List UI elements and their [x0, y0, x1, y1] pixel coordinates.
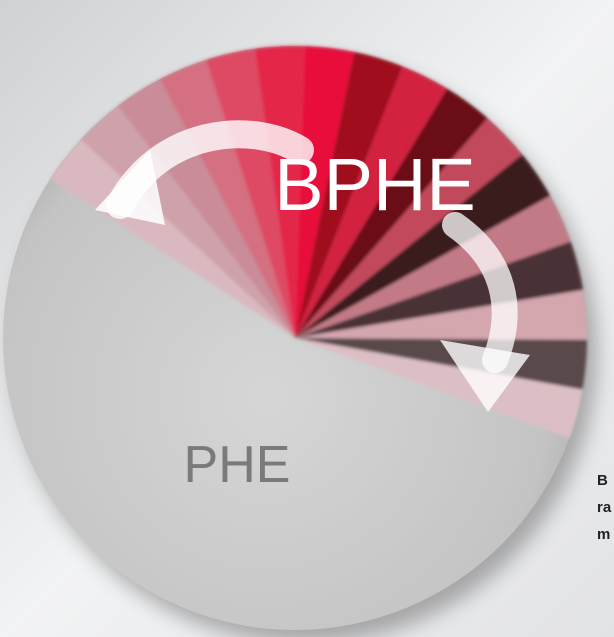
lower-label: PHE [184, 436, 291, 494]
illustration: BPHE PHE B ra m [0, 0, 614, 637]
page: BPHE PHE B ra m (() => { const data = JS… [0, 0, 614, 637]
side-line: ra [597, 499, 612, 516]
upper-label: BPHE [274, 143, 476, 226]
side-line: B [597, 472, 608, 489]
side-line: m [597, 526, 610, 543]
